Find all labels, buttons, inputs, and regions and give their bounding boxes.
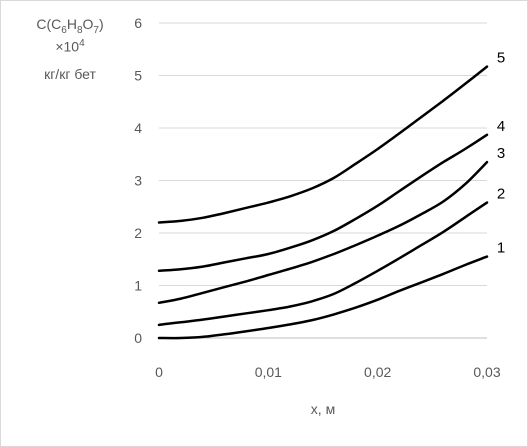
gridlines <box>159 22 487 286</box>
x-tick-labels: 0 0,01 0,02 0,03 <box>155 364 501 380</box>
series-line-3 <box>157 160 489 305</box>
y-tick-label: 5 <box>134 68 142 84</box>
y-tick-labels: 0 1 2 3 4 5 6 <box>134 15 142 346</box>
x-tick-label: 0,03 <box>473 364 500 380</box>
x-tick-label: 0,02 <box>364 364 391 380</box>
series-label-2: 2 <box>497 186 505 203</box>
series-label-4: 4 <box>497 118 505 135</box>
series-label-3: 3 <box>497 145 505 162</box>
y-axis-label-unit: кг/кг бет <box>44 66 96 82</box>
x-axis-label: x, м <box>311 401 335 417</box>
y-tick-label: 3 <box>134 173 142 189</box>
x-tick-label: 0 <box>155 364 163 380</box>
y-tick-label: 4 <box>134 120 142 136</box>
y-axis-label-formula: C(C6H8O7) <box>36 16 104 36</box>
series-label-5: 5 <box>497 50 505 67</box>
series-line-4 <box>157 133 489 273</box>
series-labels: 1 2 3 4 5 <box>497 50 505 257</box>
series-line-2 <box>157 201 489 327</box>
y-tick-label: 1 <box>134 278 142 294</box>
y-axis-label-multiplier: ×104 <box>55 38 85 55</box>
series-line-1 <box>157 255 489 340</box>
y-tick-label: 6 <box>134 15 142 31</box>
series-line-5 <box>157 65 489 224</box>
x-tick-label: 0,01 <box>255 364 282 380</box>
series-lines <box>157 65 489 340</box>
y-tick-label: 2 <box>134 225 142 241</box>
series-label-1: 1 <box>497 240 505 257</box>
y-tick-label: 0 <box>134 330 142 346</box>
